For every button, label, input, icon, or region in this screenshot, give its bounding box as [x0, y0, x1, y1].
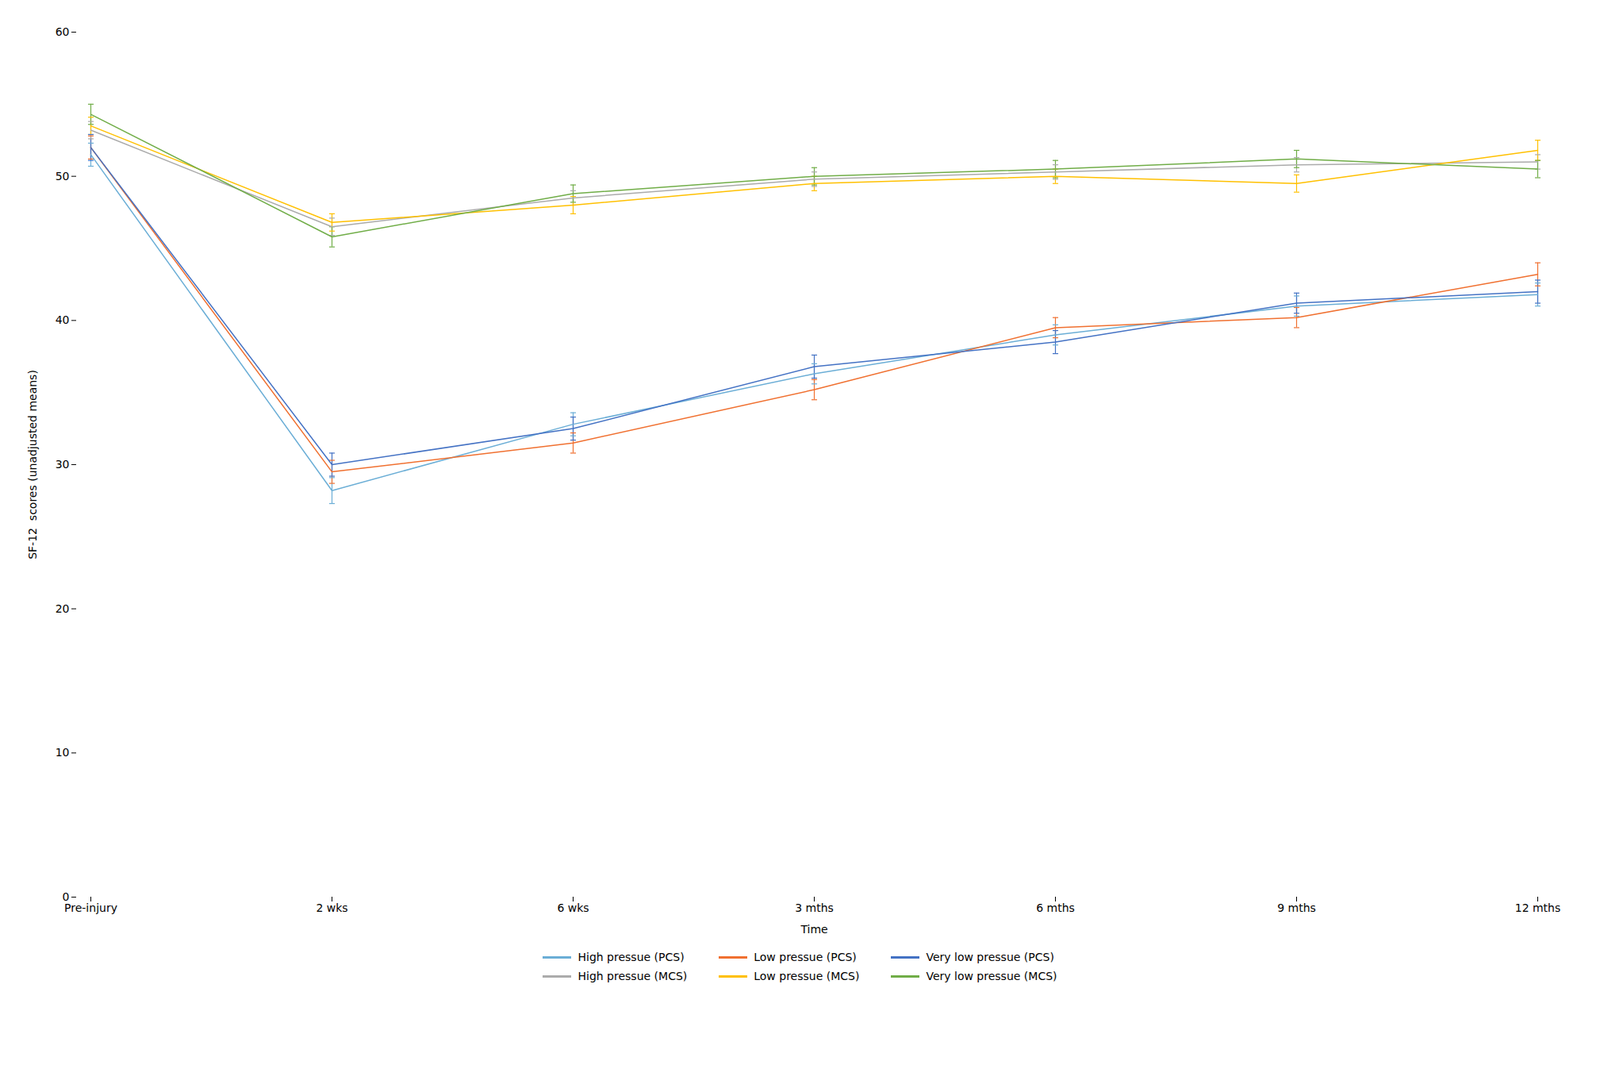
- svg-text:6 wks: 6 wks: [556, 901, 589, 914]
- svg-text:3 mths: 3 mths: [794, 901, 834, 914]
- svg-text:30: 30: [55, 457, 70, 471]
- svg-text:60: 60: [55, 25, 70, 39]
- html-text:High pressue (MCS): High pressue (MCS): [577, 969, 688, 983]
- svg-text:0: 0: [62, 890, 70, 903]
- svg-text:20: 20: [55, 602, 70, 615]
- svg-text:Time: Time: [799, 922, 828, 936]
- svg-text:12 mths: 12 mths: [1515, 901, 1562, 914]
- svg-text:50: 50: [55, 169, 70, 183]
- svg-text:SF-12 scores (unadjusted mean: SF-12 scores (unadjusted means): [26, 369, 39, 560]
- svg-text:10: 10: [55, 745, 70, 759]
- svg-text:6 mths: 6 mths: [1035, 901, 1075, 914]
- html-text:Very low pressue (MCS): Very low pressue (MCS): [926, 969, 1058, 983]
- html-text:High pressue (PCS): High pressue (PCS): [577, 950, 685, 964]
- html-text:Low pressue (MCS): Low pressue (MCS): [753, 969, 860, 983]
- svg-text:2 wks: 2 wks: [315, 901, 348, 914]
- svg-text:9 mths: 9 mths: [1277, 901, 1317, 914]
- svg-text:Pre-injury: Pre-injury: [64, 901, 118, 914]
- html-text:Low pressue (PCS): Low pressue (PCS): [753, 950, 857, 964]
- html-text:Very low pressue (PCS): Very low pressue (PCS): [926, 950, 1055, 964]
- svg-text:40: 40: [55, 313, 70, 327]
